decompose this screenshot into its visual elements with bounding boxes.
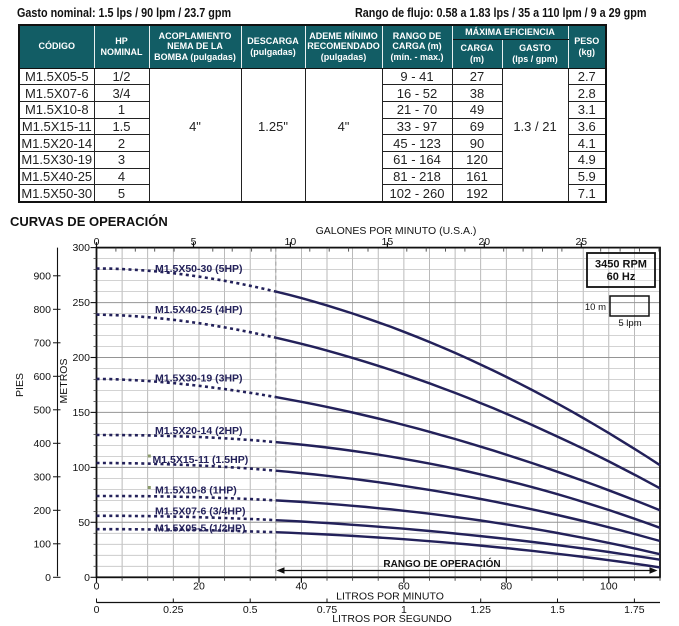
- svg-text:300: 300: [33, 471, 51, 483]
- svg-text:0: 0: [94, 236, 100, 248]
- svg-text:LITROS POR SEGUNDO: LITROS POR SEGUNDO: [332, 613, 452, 625]
- svg-text:25: 25: [575, 236, 587, 248]
- svg-text:20: 20: [478, 236, 490, 248]
- svg-text:100: 100: [600, 581, 618, 593]
- svg-text:400: 400: [33, 438, 51, 450]
- svg-text:PIES: PIES: [14, 373, 26, 397]
- svg-text:0.5: 0.5: [243, 604, 258, 616]
- svg-text:0: 0: [94, 604, 100, 616]
- svg-text:100: 100: [72, 462, 90, 474]
- svg-text:M1.5X05-5 (1/2HP): M1.5X05-5 (1/2HP): [155, 523, 245, 535]
- svg-text:900: 900: [33, 270, 51, 282]
- svg-text:M1.5X40-25 (4HP): M1.5X40-25 (4HP): [155, 304, 243, 316]
- svg-text:1.75: 1.75: [624, 604, 645, 616]
- svg-text:1.25: 1.25: [470, 604, 491, 616]
- svg-text:5: 5: [191, 236, 197, 248]
- svg-text:40: 40: [296, 581, 308, 593]
- svg-text:GALONES POR MINUTO (U.S.A.): GALONES POR MINUTO (U.S.A.): [316, 225, 477, 237]
- svg-text:M1.5X20-14 (2HP): M1.5X20-14 (2HP): [155, 425, 243, 437]
- svg-text:3450 RPM: 3450 RPM: [595, 259, 647, 271]
- svg-text:0.75: 0.75: [317, 604, 338, 616]
- svg-text:M1.5X07-6 (3/4HP): M1.5X07-6 (3/4HP): [155, 506, 245, 518]
- svg-text:M1.5X30-19 (3HP): M1.5X30-19 (3HP): [155, 373, 243, 385]
- svg-text:M1.5X10-8 (1HP): M1.5X10-8 (1HP): [155, 485, 237, 497]
- svg-text:M1.5X15-11 (1.5HP): M1.5X15-11 (1.5HP): [153, 454, 249, 466]
- svg-text:0: 0: [94, 581, 100, 593]
- svg-text:10 m: 10 m: [585, 302, 606, 313]
- svg-text:LITROS POR MINUTO: LITROS POR MINUTO: [336, 591, 444, 603]
- svg-text:M1.5X50-30 (5HP): M1.5X50-30 (5HP): [155, 263, 243, 275]
- svg-text:1: 1: [401, 604, 407, 616]
- svg-text:500: 500: [33, 404, 51, 416]
- svg-text:300: 300: [72, 242, 90, 254]
- svg-text:600: 600: [33, 371, 51, 383]
- svg-text:200: 200: [33, 505, 51, 517]
- svg-text:60 Hz: 60 Hz: [607, 271, 636, 283]
- svg-text:RANGO DE OPERACIÓN: RANGO DE OPERACIÓN: [383, 557, 500, 570]
- svg-text:80: 80: [500, 581, 512, 593]
- svg-text:100: 100: [33, 538, 51, 550]
- svg-text:METROS: METROS: [58, 359, 70, 404]
- svg-text:150: 150: [72, 407, 90, 419]
- svg-text:0.25: 0.25: [163, 604, 184, 616]
- svg-text:0: 0: [45, 572, 51, 584]
- svg-text:250: 250: [72, 297, 90, 309]
- svg-text:20: 20: [193, 581, 205, 593]
- svg-text:200: 200: [72, 352, 90, 364]
- svg-text:50: 50: [78, 517, 90, 529]
- svg-text:1.5: 1.5: [550, 604, 565, 616]
- svg-text:0: 0: [84, 572, 90, 584]
- svg-text:60: 60: [398, 581, 410, 593]
- svg-text:700: 700: [33, 337, 51, 349]
- svg-text:800: 800: [33, 304, 51, 316]
- svg-text:10: 10: [285, 236, 297, 248]
- svg-text:15: 15: [382, 236, 394, 248]
- svg-text:5 lpm: 5 lpm: [618, 318, 641, 329]
